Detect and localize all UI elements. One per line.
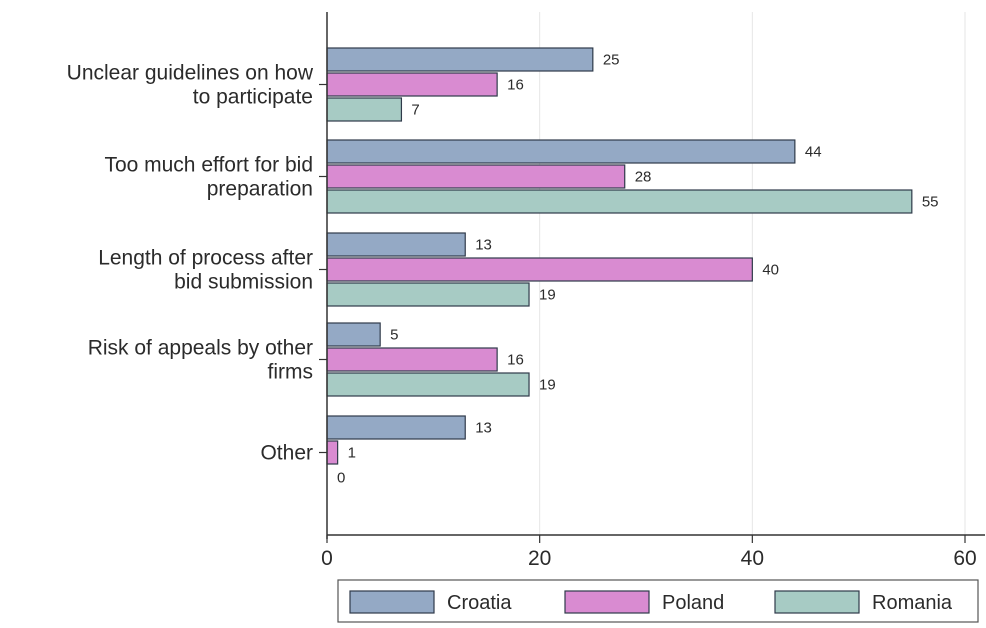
- data-label-romania-4: 0: [337, 470, 345, 487]
- category-label-4-0: Other: [260, 442, 313, 465]
- data-label-poland-1: 28: [635, 169, 652, 186]
- bar-croatia-3: [326, 322, 381, 347]
- bar-croatia-4: [326, 415, 466, 440]
- category-label-1-0: Too much effort for bid: [104, 154, 313, 177]
- category-label-0-0: Unclear guidelines on how: [67, 62, 314, 85]
- legend-swatch-poland: [564, 590, 650, 614]
- legend: Croatia Poland Romania: [337, 579, 979, 623]
- bar-romania-1: [326, 189, 913, 214]
- legend-label-poland: Poland: [662, 592, 724, 614]
- bar-croatia-0: [326, 47, 594, 72]
- data-label-romania-2: 19: [539, 287, 556, 304]
- data-label-poland-4: 1: [348, 445, 356, 462]
- bar-poland-3: [326, 347, 498, 372]
- x-tick-label-60: 60: [953, 547, 976, 570]
- legend-box: [337, 579, 979, 623]
- category-label-2-0: Length of process after: [98, 247, 313, 270]
- legend-swatch-croatia: [349, 590, 435, 614]
- legend-label-romania: Romania: [872, 592, 953, 614]
- category-label-2-1: bid submission: [174, 271, 313, 294]
- data-label-poland-3: 16: [507, 352, 524, 369]
- data-label-croatia-2: 13: [475, 237, 492, 254]
- data-label-poland-2: 40: [762, 262, 779, 279]
- data-label-poland-0: 16: [507, 77, 524, 94]
- legend-swatch-romania: [774, 590, 860, 614]
- x-tick-label-0: 0: [321, 547, 333, 570]
- bar-romania-3: [326, 372, 530, 397]
- category-label-3-0: Risk of appeals by other: [88, 337, 313, 360]
- bar-poland-2: [326, 257, 753, 282]
- bar-poland-4: [326, 440, 339, 465]
- x-tick-label-20: 20: [528, 547, 551, 570]
- bar-poland-0: [326, 72, 498, 97]
- bar-croatia-1: [326, 139, 796, 164]
- category-label-3-1: firms: [268, 361, 314, 384]
- legend-label-croatia: Croatia: [447, 592, 512, 614]
- axes: [319, 12, 985, 543]
- data-label-romania-3: 19: [539, 377, 556, 394]
- bar-poland-1: [326, 164, 626, 189]
- data-label-croatia-4: 13: [475, 420, 492, 437]
- data-label-croatia-3: 5: [390, 327, 398, 344]
- data-label-croatia-0: 25: [603, 52, 620, 69]
- category-label-0-1: to participate: [193, 86, 313, 109]
- bar-croatia-2: [326, 232, 466, 257]
- data-label-croatia-1: 44: [805, 144, 822, 161]
- data-label-romania-1: 55: [922, 194, 939, 211]
- bar-romania-0: [326, 97, 403, 122]
- data-label-romania-0: 7: [411, 102, 419, 119]
- x-tick-label-40: 40: [741, 547, 764, 570]
- category-label-1-1: preparation: [207, 178, 313, 201]
- bar-romania-2: [326, 282, 530, 307]
- labels: 25 44 13 5 13 16 28 40 16 1 7 55 19 19 0 Unclear guidel…: [67, 52, 977, 571]
